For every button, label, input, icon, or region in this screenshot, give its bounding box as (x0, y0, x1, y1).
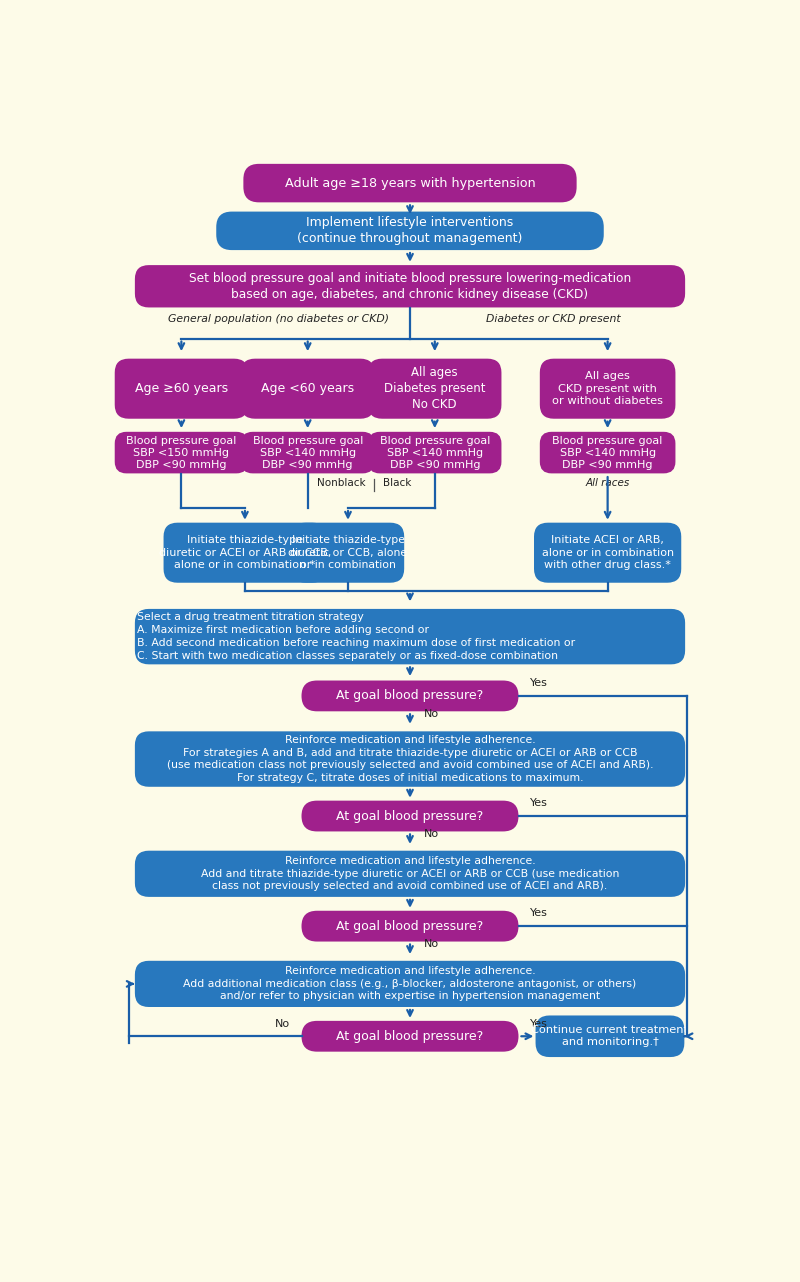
FancyBboxPatch shape (368, 432, 502, 473)
FancyBboxPatch shape (540, 359, 675, 419)
Text: Blood pressure goal
SBP <140 mmHg
DBP <90 mmHg: Blood pressure goal SBP <140 mmHg DBP <9… (553, 436, 663, 469)
FancyBboxPatch shape (135, 960, 685, 1006)
Text: At goal blood pressure?: At goal blood pressure? (336, 1029, 484, 1042)
FancyBboxPatch shape (292, 523, 404, 583)
Text: All ages
CKD present with
or without diabetes: All ages CKD present with or without dia… (552, 372, 663, 406)
FancyBboxPatch shape (135, 609, 685, 664)
FancyBboxPatch shape (241, 432, 374, 473)
Text: No: No (424, 709, 439, 719)
Text: Nonblack: Nonblack (317, 478, 366, 488)
Text: No: No (424, 828, 439, 838)
Text: Initiate thiazide-type
diuretic or ACEI or ARB or CCB,
alone or in combination.*: Initiate thiazide-type diuretic or ACEI … (158, 536, 331, 570)
Text: Continue current treatment
and monitoring.†: Continue current treatment and monitorin… (531, 1026, 689, 1047)
Text: Blood pressure goal
SBP <140 mmHg
DBP <90 mmHg: Blood pressure goal SBP <140 mmHg DBP <9… (253, 436, 363, 469)
FancyBboxPatch shape (135, 851, 685, 897)
Text: At goal blood pressure?: At goal blood pressure? (336, 690, 484, 703)
FancyBboxPatch shape (216, 212, 604, 250)
FancyBboxPatch shape (135, 731, 685, 787)
FancyBboxPatch shape (114, 432, 248, 473)
Text: Yes: Yes (530, 678, 548, 688)
Text: Reinforce medication and lifestyle adherence.
Add and titrate thiazide-type diur: Reinforce medication and lifestyle adher… (201, 856, 619, 891)
Text: No: No (424, 938, 439, 949)
FancyBboxPatch shape (302, 910, 518, 941)
FancyBboxPatch shape (368, 359, 502, 419)
Text: Set blood pressure goal and initiate blood pressure lowering-medication
based on: Set blood pressure goal and initiate blo… (189, 272, 631, 301)
Text: At goal blood pressure?: At goal blood pressure? (336, 809, 484, 823)
FancyBboxPatch shape (302, 1020, 518, 1051)
Text: Age <60 years: Age <60 years (261, 382, 354, 395)
FancyBboxPatch shape (302, 801, 518, 832)
Text: Yes: Yes (530, 909, 548, 918)
Text: Yes: Yes (530, 799, 548, 809)
Text: At goal blood pressure?: At goal blood pressure? (336, 919, 484, 932)
Text: Black: Black (383, 478, 411, 488)
FancyBboxPatch shape (163, 523, 326, 583)
Text: All ages
Diabetes present
No CKD: All ages Diabetes present No CKD (384, 367, 486, 412)
Text: Initiate thiazide-type
diuretic or CCB, alone
or in combination: Initiate thiazide-type diuretic or CCB, … (289, 536, 407, 570)
FancyBboxPatch shape (540, 432, 675, 473)
Text: Select a drug treatment titration strategy
A. Maximize first medication before a: Select a drug treatment titration strate… (138, 613, 575, 660)
Text: Implement lifestyle interventions
(continue throughout management): Implement lifestyle interventions (conti… (298, 217, 522, 245)
FancyBboxPatch shape (241, 359, 374, 419)
Text: Initiate ACEI or ARB,
alone or in combination
with other drug class.*: Initiate ACEI or ARB, alone or in combin… (542, 536, 674, 570)
Text: Reinforce medication and lifestyle adherence.
Add additional medication class (e: Reinforce medication and lifestyle adher… (183, 967, 637, 1001)
Text: Adult age ≥18 years with hypertension: Adult age ≥18 years with hypertension (285, 177, 535, 190)
FancyBboxPatch shape (534, 523, 682, 583)
Text: Reinforce medication and lifestyle adherence.
For strategies A and B, add and ti: Reinforce medication and lifestyle adher… (166, 736, 654, 782)
Text: No: No (274, 1019, 290, 1028)
Text: Blood pressure goal
SBP <140 mmHg
DBP <90 mmHg: Blood pressure goal SBP <140 mmHg DBP <9… (380, 436, 490, 469)
Text: General population (no diabetes or CKD): General population (no diabetes or CKD) (168, 314, 389, 324)
FancyBboxPatch shape (535, 1015, 684, 1058)
Text: Age ≥60 years: Age ≥60 years (135, 382, 228, 395)
Text: Yes: Yes (530, 1019, 548, 1028)
FancyBboxPatch shape (135, 265, 685, 308)
FancyBboxPatch shape (114, 359, 248, 419)
FancyBboxPatch shape (302, 681, 518, 712)
FancyBboxPatch shape (243, 164, 577, 203)
Text: All races: All races (586, 478, 630, 488)
Text: Blood pressure goal
SBP <150 mmHg
DBP <90 mmHg: Blood pressure goal SBP <150 mmHg DBP <9… (126, 436, 237, 469)
Text: Diabetes or CKD present: Diabetes or CKD present (486, 314, 621, 324)
